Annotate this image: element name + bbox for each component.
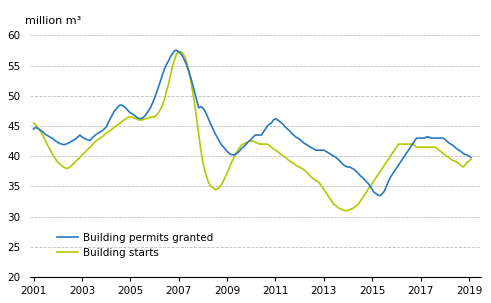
Building starts bbox=[214, 188, 220, 191]
Building permits granted bbox=[430, 136, 436, 140]
Building starts bbox=[468, 157, 474, 161]
Building permits granted bbox=[188, 76, 194, 79]
Building permits granted bbox=[172, 49, 178, 52]
Building permits granted bbox=[127, 111, 133, 115]
Legend: Building permits granted, Building starts: Building permits granted, Building start… bbox=[53, 228, 218, 262]
Building permits granted bbox=[30, 127, 36, 131]
Building permits granted bbox=[343, 165, 349, 168]
Building permits granted bbox=[87, 139, 93, 142]
Building starts bbox=[345, 209, 351, 212]
Building starts bbox=[178, 50, 184, 54]
Building starts bbox=[30, 121, 36, 125]
Building starts bbox=[87, 145, 93, 149]
Text: million m³: million m³ bbox=[26, 16, 82, 26]
Building starts bbox=[341, 209, 347, 212]
Building permits granted bbox=[468, 155, 474, 159]
Building starts bbox=[127, 115, 133, 119]
Building permits granted bbox=[214, 135, 220, 139]
Building starts bbox=[430, 145, 436, 149]
Line: Building permits granted: Building permits granted bbox=[33, 51, 471, 195]
Building permits granted bbox=[375, 194, 381, 197]
Line: Building starts: Building starts bbox=[33, 52, 471, 211]
Building starts bbox=[188, 79, 194, 82]
